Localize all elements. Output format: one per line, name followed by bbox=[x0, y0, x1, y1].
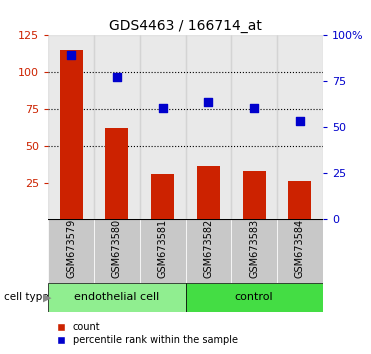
Bar bbox=[186, 219, 231, 283]
Bar bbox=[277, 35, 323, 219]
Bar bbox=[289, 181, 311, 219]
Bar bbox=[277, 219, 323, 283]
Bar bbox=[60, 50, 82, 219]
Text: GSM673583: GSM673583 bbox=[249, 218, 259, 278]
Bar bbox=[197, 166, 220, 219]
Bar bbox=[140, 219, 186, 283]
Bar bbox=[105, 128, 128, 219]
Title: GDS4463 / 166714_at: GDS4463 / 166714_at bbox=[109, 19, 262, 33]
Bar bbox=[140, 35, 186, 219]
Text: GSM673582: GSM673582 bbox=[203, 218, 213, 278]
Bar bbox=[186, 283, 323, 312]
Text: GSM673579: GSM673579 bbox=[66, 218, 76, 278]
Point bbox=[114, 74, 120, 79]
Text: GSM673581: GSM673581 bbox=[158, 218, 168, 278]
Bar bbox=[94, 35, 140, 219]
Bar bbox=[94, 219, 140, 283]
Text: cell type: cell type bbox=[4, 292, 48, 302]
Text: GSM673584: GSM673584 bbox=[295, 218, 305, 278]
Legend: count, percentile rank within the sample: count, percentile rank within the sample bbox=[53, 319, 242, 349]
Bar bbox=[186, 35, 231, 219]
Bar bbox=[48, 219, 94, 283]
Bar bbox=[231, 219, 277, 283]
Bar bbox=[231, 35, 277, 219]
Point bbox=[251, 105, 257, 110]
Text: endothelial cell: endothelial cell bbox=[74, 292, 160, 302]
Bar bbox=[151, 174, 174, 219]
Text: ▶: ▶ bbox=[43, 292, 51, 302]
Point bbox=[297, 118, 303, 124]
Bar bbox=[48, 35, 94, 219]
Text: GSM673580: GSM673580 bbox=[112, 218, 122, 278]
Point bbox=[68, 52, 74, 57]
Bar bbox=[243, 171, 266, 219]
Bar bbox=[48, 283, 186, 312]
Text: control: control bbox=[235, 292, 273, 302]
Point bbox=[206, 99, 211, 104]
Point bbox=[160, 105, 165, 110]
